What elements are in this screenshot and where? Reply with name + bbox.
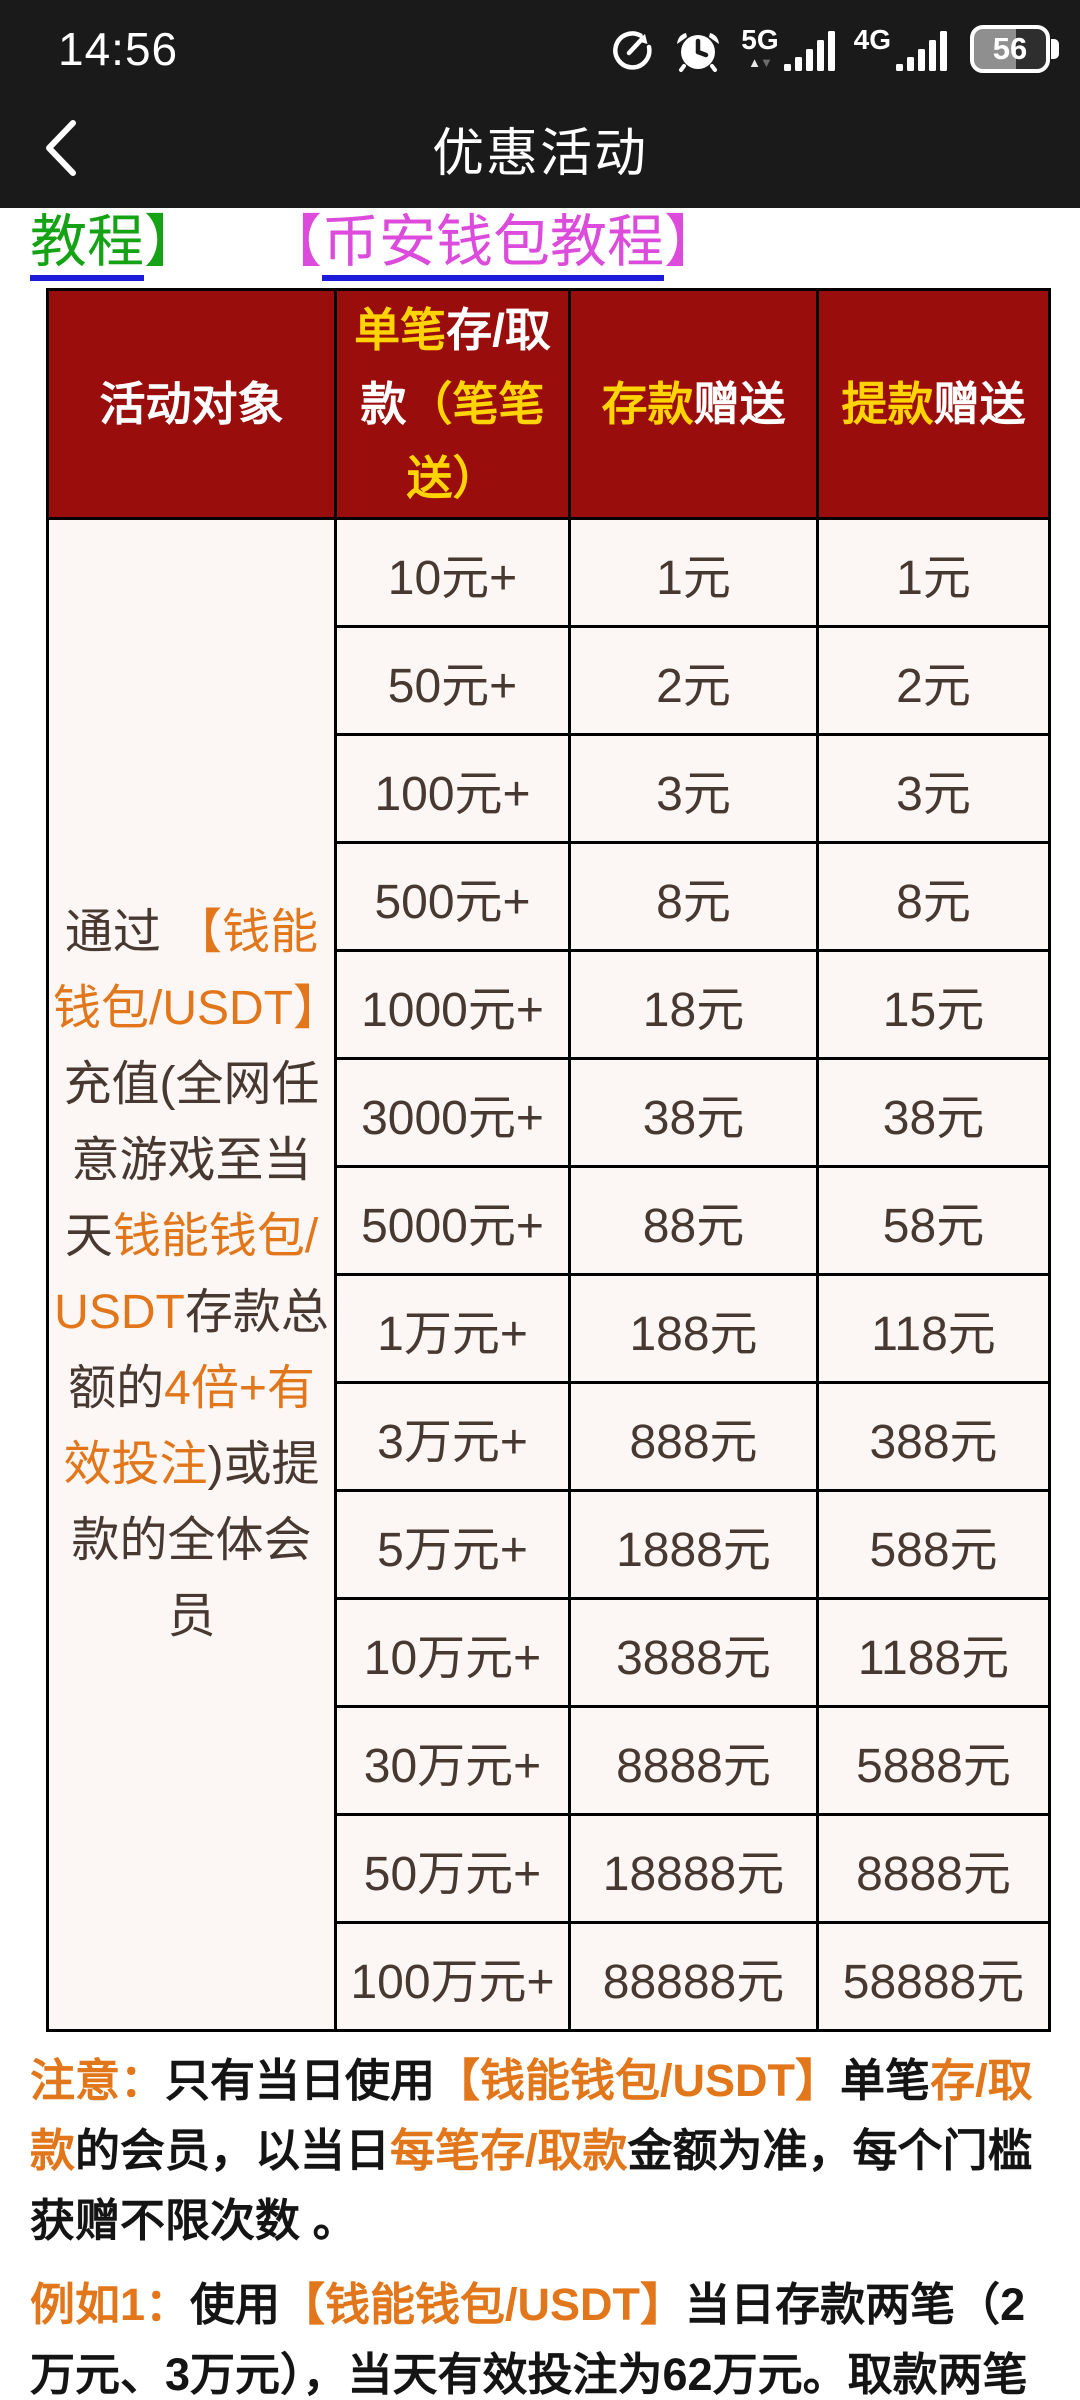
- header-audience: 活动对象: [46, 288, 337, 520]
- cell-withdraw-bonus: 3元: [816, 733, 1051, 844]
- table-row: 5万元+ 1888元 588元: [48, 1489, 1051, 1600]
- cell-deposit-bonus: 1元: [568, 517, 819, 628]
- cell-amount: 3万元+: [334, 1381, 571, 1492]
- cell-deposit-bonus: 2元: [568, 625, 819, 736]
- top-bar: 14:56: [0, 0, 1080, 208]
- cell-deposit-bonus: 888元: [568, 1381, 819, 1492]
- data-saver-icon: [613, 31, 652, 70]
- status-bar: 14:56: [0, 0, 1080, 88]
- table-row: 1万元+ 188元 118元: [48, 1273, 1051, 1384]
- link-binance-wallet-tutorial[interactable]: 【币安钱包教程】: [265, 210, 721, 281]
- signal-4g-label: 4G: [853, 24, 891, 55]
- signal-bars-icon: [896, 31, 947, 71]
- table-header-row: 活动对象 单笔存/取款（笔笔送） 存款赠送 提款赠送: [46, 288, 1051, 520]
- back-chevron-icon: [46, 120, 76, 176]
- cell-deposit-bonus: 3888元: [568, 1597, 819, 1708]
- cell-withdraw-bonus: 15元: [816, 949, 1051, 1060]
- cell-withdraw-bonus: 8888元: [816, 1813, 1051, 1924]
- signal-5g-arrows-icon: ▲▼: [748, 55, 773, 70]
- table-row: 5000元+ 88元 58元: [48, 1165, 1051, 1276]
- cell-amount: 30万元+: [334, 1705, 571, 1816]
- table-row: 1000元+ 18元 15元: [48, 949, 1051, 1060]
- cell-withdraw-bonus: 588元: [816, 1489, 1051, 1600]
- cell-withdraw-bonus: 58888元: [816, 1921, 1051, 2032]
- header-deposit-bonus: 存款赠送: [568, 288, 819, 520]
- promo-table: 活动对象 单笔存/取款（笔笔送） 存款赠送 提款赠送 通过 【钱能钱包/USDT…: [46, 288, 1051, 2032]
- table-row: 3000元+ 38元 38元: [48, 1057, 1051, 1168]
- cell-deposit-bonus: 8元: [568, 841, 819, 952]
- note-example-1: 例如1：使用【钱能钱包/USDT】当日存款两笔（2万元、3万元），当天有效投注为…: [30, 2279, 1028, 2400]
- status-icons: 5G ▲▼ 4G: [609, 24, 1050, 74]
- signal-bars-icon: [783, 31, 835, 71]
- cell-deposit-bonus: 88888元: [568, 1921, 819, 2032]
- nav-bar: 优惠活动: [0, 88, 1080, 208]
- table-row: 50元+ 2元 2元: [48, 625, 1051, 736]
- cell-amount: 5000元+: [334, 1165, 571, 1276]
- cell-deposit-bonus: 18元: [568, 949, 819, 1060]
- battery-indicator: 56: [970, 25, 1050, 73]
- signal-5g-label: 5G: [741, 24, 779, 55]
- links-row: 教程】 【币安钱包教程】: [0, 208, 1080, 288]
- cell-withdraw-bonus: 388元: [816, 1381, 1051, 1492]
- cell-deposit-bonus: 18888元: [568, 1813, 819, 1924]
- clock-time: 14:56: [58, 23, 179, 75]
- cell-deposit-bonus: 1888元: [568, 1489, 819, 1600]
- cell-amount: 50万元+: [334, 1813, 571, 1924]
- cell-withdraw-bonus: 5888元: [816, 1705, 1051, 1816]
- table-row: 通过 【钱能钱包/USDT】充值(全网任意游戏至当天钱能钱包/USDT存款总额的…: [46, 517, 1051, 2032]
- cell-withdraw-bonus: 118元: [816, 1273, 1051, 1384]
- cell-amount: 500元+: [334, 841, 571, 952]
- note-attention: 注意：只有当日使用【钱能钱包/USDT】单笔存/取款的会员，以当日每笔存/取款金…: [30, 2055, 1033, 2246]
- table-row: 500元+ 8元 8元: [48, 841, 1051, 952]
- cell-withdraw-bonus: 38元: [816, 1057, 1051, 1168]
- cell-deposit-bonus: 88元: [568, 1165, 819, 1276]
- cell-withdraw-bonus: 2元: [816, 625, 1051, 736]
- cell-amount: 1000元+: [334, 949, 571, 1060]
- table-row: 100元+ 3元 3元: [48, 733, 1051, 844]
- alarm-clock-icon: [677, 33, 720, 72]
- link-tutorial[interactable]: 教程】: [30, 210, 201, 281]
- cell-deposit-bonus: 3元: [568, 733, 819, 844]
- cell-withdraw-bonus: 1元: [816, 517, 1051, 628]
- cell-withdraw-bonus: 8元: [816, 841, 1051, 952]
- cell-deposit-bonus: 38元: [568, 1057, 819, 1168]
- cell-deposit-bonus: 8888元: [568, 1705, 819, 1816]
- table-row: 30万元+ 8888元 5888元: [48, 1705, 1051, 1816]
- back-button[interactable]: [40, 117, 84, 179]
- cell-deposit-bonus: 188元: [568, 1273, 819, 1384]
- cell-amount: 10元+: [334, 517, 571, 628]
- cell-amount: 5万元+: [334, 1489, 571, 1600]
- header-withdraw-bonus: 提款赠送: [816, 288, 1051, 520]
- cell-amount: 3000元+: [334, 1057, 571, 1168]
- table-row: 3万元+ 888元 388元: [48, 1381, 1051, 1492]
- table-row: 10万元+ 3888元 1188元: [48, 1597, 1051, 1708]
- notes-section: 注意：只有当日使用【钱能钱包/USDT】单笔存/取款的会员，以当日每笔存/取款金…: [0, 2032, 1080, 2400]
- signal-5g: 5G ▲▼: [741, 26, 835, 72]
- cell-withdraw-bonus: 1188元: [816, 1597, 1051, 1708]
- cell-amount: 100万元+: [334, 1921, 571, 2032]
- table-row: 100万元+ 88888元 58888元: [48, 1921, 1051, 2032]
- cell-withdraw-bonus: 58元: [816, 1165, 1051, 1276]
- cell-amount: 1万元+: [334, 1273, 571, 1384]
- table-row: 50万元+ 18888元 8888元: [48, 1813, 1051, 1924]
- page-title: 优惠活动: [431, 124, 648, 183]
- cell-amount: 10万元+: [334, 1597, 571, 1708]
- signal-4g: 4G: [854, 26, 948, 72]
- cell-amount: 50元+: [334, 625, 571, 736]
- audience-cell: 通过 【钱能钱包/USDT】充值(全网任意游戏至当天钱能钱包/USDT存款总额的…: [46, 517, 341, 2032]
- battery-percent: 56: [992, 31, 1028, 66]
- header-per-transaction: 单笔存/取款（笔笔送）: [334, 288, 571, 520]
- cell-amount: 100元+: [334, 733, 571, 844]
